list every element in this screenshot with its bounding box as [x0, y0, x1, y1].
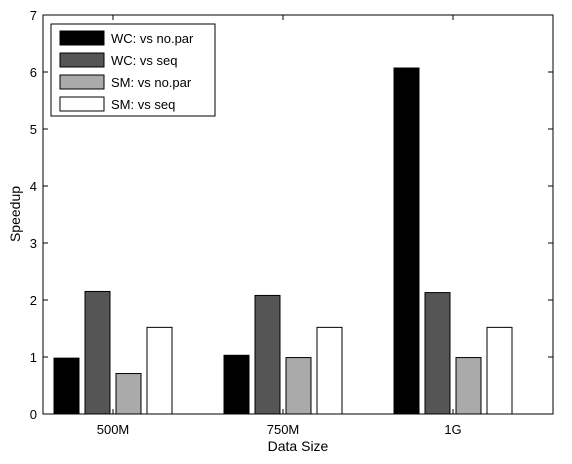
bar-1-750m [223, 354, 250, 415]
y-tick-label: 6 [30, 65, 37, 80]
bar-1-1g [393, 67, 420, 415]
x-tick-label: 750M [267, 422, 300, 437]
legend-swatch-2 [59, 52, 105, 68]
legend-swatch-4 [59, 96, 105, 112]
y-tick-label: 7 [30, 8, 37, 23]
y-tick-label: 1 [30, 350, 37, 365]
x-tick-label: 500M [97, 422, 130, 437]
bars-group [53, 67, 513, 415]
y-tick-label: 0 [30, 407, 37, 422]
y-tick-label: 3 [30, 236, 37, 251]
bar-1-500m [53, 357, 80, 415]
bar-2-750m [254, 294, 281, 415]
bar-2-500m [84, 290, 111, 415]
legend-swatch-1 [59, 30, 105, 46]
x-axis-title: Data Size [268, 438, 329, 454]
plot-frame [42, 14, 554, 415]
bar-4-1g [486, 326, 513, 415]
bar-4-500m [146, 326, 173, 415]
legend: WC: vs no.par WC: vs seq SM: vs no.par SM: … [50, 23, 216, 117]
y-axis: 0 1 2 3 4 5 6 7 [30, 8, 553, 422]
y-tick-label: 2 [30, 293, 37, 308]
y-tick-label: 5 [30, 122, 37, 137]
bar-3-1g [455, 357, 482, 415]
bar-3-500m [115, 373, 142, 415]
x-axis: 500M 750M 1G [97, 15, 462, 437]
legend-label-4: SM: vs seq [111, 97, 175, 112]
legend-label-3: SM: vs no.par [111, 75, 192, 90]
y-tick-label: 4 [30, 179, 37, 194]
legend-swatch-3 [59, 74, 105, 90]
legend-label-1: WC: vs no.par [111, 31, 194, 46]
x-tick-label: 1G [444, 422, 461, 437]
legend-label-2: WC: vs seq [111, 53, 177, 68]
bar-3-750m [285, 357, 312, 415]
y-axis-title: Speedup [7, 186, 23, 242]
bar-2-1g [424, 292, 451, 415]
bar-4-750m [316, 326, 343, 415]
